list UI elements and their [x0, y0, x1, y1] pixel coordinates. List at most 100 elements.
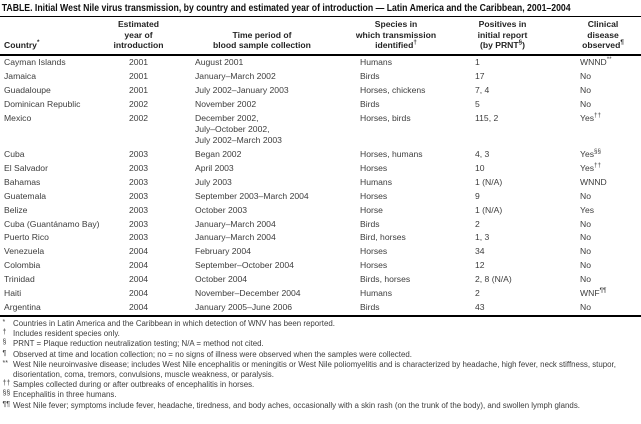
- cell-country: Cuba: [4, 149, 25, 160]
- cell-species: Humans: [360, 176, 392, 187]
- table-row: Cayman Islands 2001 August 2001 Humans 1 WNND…: [0, 55, 641, 70]
- cell-positives: 7, 4: [475, 84, 490, 95]
- footnote-marker: §: [2, 339, 7, 347]
- footnote-text: Countries in Latin America and the Carib…: [13, 319, 335, 329]
- footnote-item: ¶ Observed at time and location collectio…: [0, 350, 641, 360]
- cell-species: Birds: [360, 301, 380, 312]
- footnote-marker: *: [2, 319, 6, 327]
- cell-year: 2003: [128, 163, 149, 174]
- cell-year: 2002: [128, 112, 149, 123]
- footnote-marker: **: [2, 359, 8, 367]
- cell-clinical: WNND**: [580, 56, 612, 68]
- cell-positives: 1, 3: [475, 232, 490, 243]
- table-row: Venezuela 2004 February 2004 Horses 34 No: [0, 245, 641, 259]
- cell-year: 2002: [128, 98, 149, 109]
- footnote-text: Includes resident species only.: [13, 329, 120, 339]
- cell-country: Cuba (Guantánamo Bay): [4, 218, 100, 229]
- column-header-species: Species in which transmission identified†: [355, 19, 437, 51]
- footnotes: * Countries in Latin America and the Cari…: [0, 319, 641, 411]
- cell-period: December 2002, July–October 2002, July 200…: [195, 112, 282, 146]
- cell-species: Birds: [360, 70, 380, 81]
- cell-clinical: No: [580, 98, 591, 109]
- footnote-item: §§ Encephalitis in three humans.: [0, 390, 641, 400]
- table-row: Haiti 2004 November–December 2004 Humans 2 WN…: [0, 287, 641, 301]
- cell-clinical: No: [580, 232, 591, 243]
- cell-species: Birds, horses: [360, 274, 411, 285]
- cell-country: Argentina: [4, 301, 41, 312]
- footnote-item: § PRNT = Plaque reduction neutralization …: [0, 339, 641, 349]
- column-header-country: Country*: [4, 39, 40, 51]
- cell-period: July 2003: [195, 176, 232, 187]
- footnote-item: ** West Nile neuroinvasive disease; inclu…: [0, 360, 641, 380]
- cell-positives: 34: [475, 246, 485, 257]
- header-row: Country* Estimated year of introduction Time…: [0, 17, 641, 55]
- cell-year: 2004: [128, 288, 149, 299]
- cell-country: Cayman Islands: [4, 57, 66, 68]
- column-header-year: Estimated year of introduction: [113, 19, 164, 51]
- cell-year: 2004: [128, 301, 149, 312]
- cell-period: October 2003: [195, 204, 248, 215]
- cell-positives: 5: [475, 98, 480, 109]
- cell-country: Guatemala: [4, 190, 47, 201]
- footnote-item: †† Samples collected during or after outb…: [0, 380, 641, 390]
- cell-species: Horses: [360, 260, 388, 271]
- cell-species: Bird, horses: [360, 232, 406, 243]
- footnote-marker: ††: [2, 380, 11, 388]
- table-row: Guadaloupe 2001 July 2002–January 2003 Hors…: [0, 84, 641, 98]
- cell-clinical: WNND: [580, 176, 607, 187]
- cell-clinical: No: [580, 260, 591, 271]
- cell-year: 2003: [128, 149, 149, 160]
- cell-country: Haiti: [4, 288, 22, 299]
- cell-period: January–March 2004: [195, 232, 276, 243]
- cell-clinical: Yes††: [580, 162, 602, 174]
- cell-positives: 2, 8 (N/A): [475, 274, 512, 285]
- cell-positives: 2: [475, 288, 480, 299]
- table-row: Trinidad 2004 October 2004 Birds, horses 2, …: [0, 273, 641, 287]
- column-header-positives: Positives in initial report (by PRNT§): [477, 19, 528, 51]
- table-row: Cuba (Guantánamo Bay) 2003 January–March 2…: [0, 217, 641, 231]
- footnote-text: Observed at time and location collection…: [13, 349, 412, 359]
- cell-positives: 1: [475, 57, 480, 68]
- cell-positives: 10: [475, 163, 485, 174]
- cell-positives: 17: [475, 70, 485, 81]
- footnote-text: Samples collected during or after outbre…: [13, 380, 255, 390]
- wnv-table: Country* Estimated year of introduction Time…: [0, 17, 641, 317]
- table-row: Belize 2003 October 2003 Horse 1 (N/A) Yes: [0, 203, 641, 217]
- cell-year: 2003: [128, 176, 149, 187]
- cell-country: Jamaica: [4, 70, 36, 81]
- cell-year: 2004: [128, 260, 149, 271]
- cell-country: Venezuela: [4, 246, 45, 257]
- column-header-period: Time period of blood sample collection: [213, 29, 311, 51]
- table-row: Guatemala 2003 September 2003–March 2004 Ho…: [0, 190, 641, 204]
- footnote-marker: †: [2, 329, 7, 337]
- cell-country: Belize: [4, 204, 28, 215]
- cell-clinical: No: [580, 218, 591, 229]
- footnote-item: † Includes resident species only.: [0, 329, 641, 339]
- cell-country: Guadaloupe: [4, 84, 51, 95]
- cell-clinical: No: [580, 246, 591, 257]
- cell-species: Horse: [360, 204, 383, 215]
- cell-country: El Salvador: [4, 163, 48, 174]
- cell-period: Began 2002: [195, 149, 242, 160]
- cell-country: Colombia: [4, 260, 41, 271]
- cell-year: 2003: [128, 190, 149, 201]
- cell-clinical: No: [580, 84, 591, 95]
- cell-positives: 1 (N/A): [475, 204, 503, 215]
- table-row: Mexico 2002 December 2002, July–October 200…: [0, 111, 641, 147]
- footnote-marker: ¶¶: [2, 400, 11, 408]
- cell-period: January–March 2004: [195, 218, 276, 229]
- cell-year: 2003: [128, 218, 149, 229]
- cell-positives: 12: [475, 260, 485, 271]
- table-header: Country* Estimated year of introduction Time…: [0, 17, 641, 55]
- cell-clinical: No: [580, 274, 591, 285]
- cell-period: November 2002: [195, 98, 257, 109]
- table-row: Dominican Republic 2002 November 2002 Birds…: [0, 97, 641, 111]
- table-row: Jamaica 2001 January–March 2002 Birds 17 No: [0, 70, 641, 84]
- cell-year: 2004: [128, 274, 149, 285]
- cell-country: Puerto Rico: [4, 232, 49, 243]
- cell-species: Horses, chickens: [360, 84, 426, 95]
- cell-country: Bahamas: [4, 176, 41, 187]
- footnote-text: Encephalitis in three humans.: [13, 390, 117, 400]
- table-row: El Salvador 2003 April 2003 Horses 10 Yes††: [0, 162, 641, 176]
- cell-clinical: WNF¶¶: [580, 287, 607, 299]
